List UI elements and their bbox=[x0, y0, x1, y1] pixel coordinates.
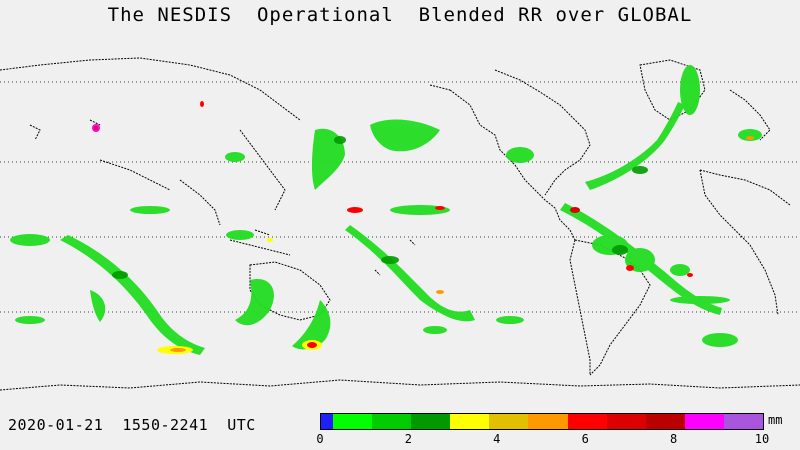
latitude-gridlines bbox=[0, 81, 800, 313]
color-scale-segment bbox=[606, 414, 646, 429]
color-scale-segment bbox=[528, 414, 568, 429]
color-scale-tick-label: 10 bbox=[754, 432, 770, 446]
color-scale-tick-label: 2 bbox=[404, 432, 413, 446]
color-scale-segment bbox=[645, 414, 685, 429]
color-scale-segment bbox=[333, 414, 373, 429]
color-scale-segment bbox=[450, 414, 490, 429]
color-scale-tick-label: 4 bbox=[493, 432, 501, 446]
color-scale-segment bbox=[411, 414, 451, 429]
color-scale-tick-label: 8 bbox=[669, 432, 678, 446]
color-scale-segment bbox=[321, 414, 333, 429]
color-scale-bar bbox=[320, 413, 764, 430]
color-scale-tick-label: 6 bbox=[581, 432, 589, 446]
map-title: The NESDIS Operational Blended RR over G… bbox=[107, 4, 693, 26]
color-scale-segment bbox=[723, 414, 764, 429]
color-scale-unit: mm bbox=[768, 413, 783, 427]
precipitation-areas bbox=[10, 65, 762, 355]
color-scale-tick-label: 0 bbox=[316, 432, 324, 446]
color-scale-segment bbox=[489, 414, 529, 429]
color-scale-segment bbox=[372, 414, 412, 429]
timestamp-label: 2020-01-21 1550-2241 UTC bbox=[8, 416, 256, 434]
color-scale-segment bbox=[567, 414, 607, 429]
color-scale-segment bbox=[684, 414, 724, 429]
precipitation-map bbox=[0, 57, 800, 391]
